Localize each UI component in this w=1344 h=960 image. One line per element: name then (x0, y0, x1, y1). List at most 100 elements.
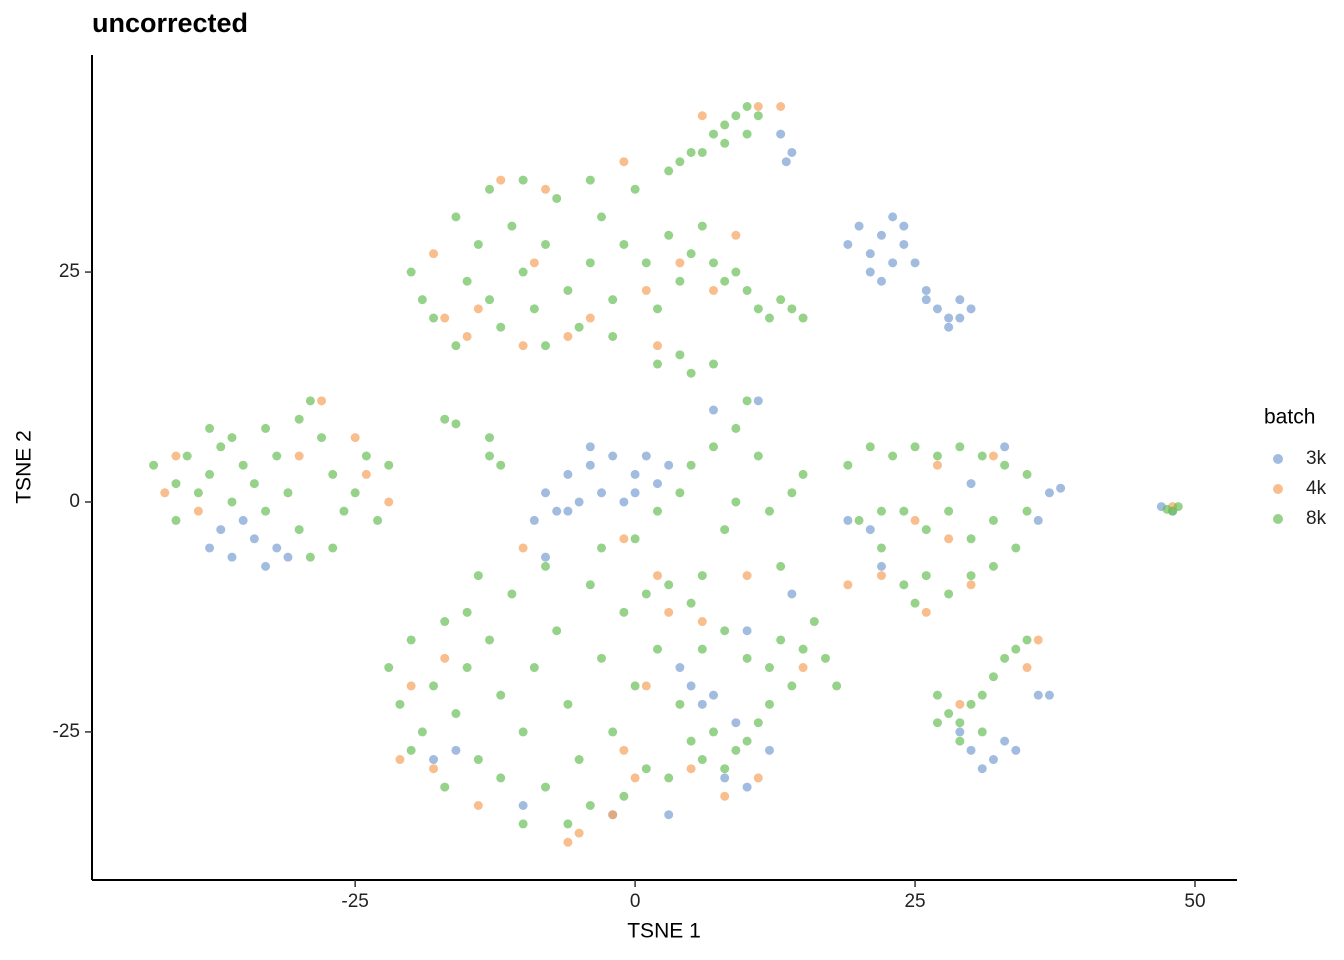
point (395, 699, 405, 709)
legend-swatch (1273, 514, 1283, 524)
point (708, 359, 718, 369)
point (1022, 469, 1032, 479)
point (854, 221, 864, 231)
point (552, 506, 562, 516)
point (899, 239, 909, 249)
point (563, 469, 573, 479)
point (216, 525, 226, 535)
point (227, 497, 237, 507)
point (171, 515, 181, 525)
point (496, 322, 506, 332)
chart-title: uncorrected (92, 8, 248, 38)
point (1000, 653, 1010, 663)
point (574, 828, 584, 838)
point (541, 552, 551, 562)
point (406, 745, 416, 755)
point (776, 129, 786, 139)
point (675, 276, 685, 286)
point (876, 276, 886, 286)
point (619, 791, 629, 801)
point (1033, 635, 1043, 645)
point (294, 525, 304, 535)
point (1162, 504, 1172, 514)
point (1000, 736, 1010, 746)
point (1022, 506, 1032, 516)
point (384, 663, 394, 673)
point (921, 571, 931, 581)
point (429, 313, 439, 323)
point (944, 534, 954, 544)
point (440, 653, 450, 663)
point (977, 764, 987, 774)
point (585, 580, 595, 590)
point (731, 718, 741, 728)
point (888, 451, 898, 461)
point (720, 276, 730, 286)
point (619, 157, 629, 167)
point (384, 460, 394, 470)
point (697, 111, 707, 121)
point (1056, 483, 1066, 493)
point (820, 653, 830, 663)
point (518, 543, 528, 553)
point (608, 810, 618, 820)
point (1022, 663, 1032, 673)
point (541, 561, 551, 571)
point (764, 745, 774, 755)
point (776, 102, 786, 112)
legend-label: 8k (1306, 508, 1327, 529)
point (944, 589, 954, 599)
point (977, 690, 987, 700)
point (686, 736, 696, 746)
point (664, 460, 674, 470)
point (787, 147, 797, 157)
point (1033, 515, 1043, 525)
point (675, 157, 685, 167)
point (731, 423, 741, 433)
point (641, 258, 651, 268)
point (865, 267, 875, 277)
point (395, 755, 405, 765)
point (686, 368, 696, 378)
point (720, 120, 730, 130)
point (529, 515, 539, 525)
point (955, 295, 965, 305)
point (966, 304, 976, 314)
point (787, 589, 797, 599)
x-tick-label: -25 (341, 891, 368, 912)
point (597, 653, 607, 663)
point (697, 221, 707, 231)
point (899, 221, 909, 231)
point (753, 396, 763, 406)
point (1011, 543, 1021, 553)
point (630, 488, 640, 498)
point (843, 515, 853, 525)
point (641, 451, 651, 461)
point (541, 341, 551, 351)
point (664, 607, 674, 617)
point (742, 782, 752, 792)
point (899, 580, 909, 590)
point (664, 230, 674, 240)
point (854, 515, 864, 525)
point (619, 497, 629, 507)
point (473, 801, 483, 811)
point (417, 295, 427, 305)
point (574, 755, 584, 765)
point (742, 396, 752, 406)
point (753, 773, 763, 783)
point (1173, 502, 1183, 512)
point (361, 469, 371, 479)
point (720, 525, 730, 535)
point (753, 718, 763, 728)
point (149, 460, 159, 470)
point (653, 479, 663, 489)
legend-swatch (1273, 454, 1283, 464)
point (932, 460, 942, 470)
point (585, 460, 595, 470)
point (328, 543, 338, 553)
point (675, 258, 685, 268)
point (653, 644, 663, 654)
point (876, 571, 886, 581)
point (697, 644, 707, 654)
